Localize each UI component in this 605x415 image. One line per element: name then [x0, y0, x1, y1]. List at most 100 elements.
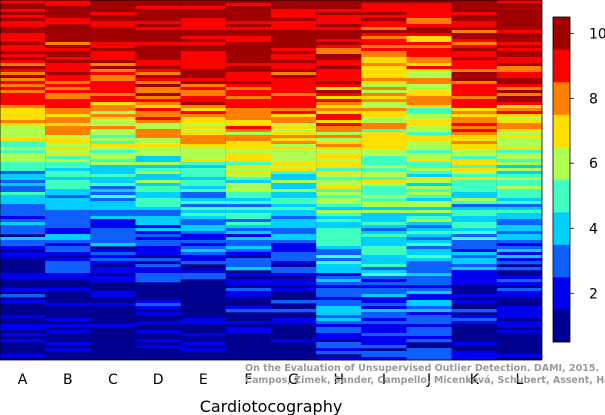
- heatmap-cell: [316, 210, 362, 214]
- heatmap-cell: [406, 186, 452, 190]
- heatmap-cell: [271, 141, 317, 145]
- heatmap-cell: [316, 300, 362, 304]
- heatmap-cell: [0, 192, 46, 196]
- heatmap-cell: [135, 69, 181, 73]
- heatmap-cell: [361, 96, 407, 100]
- heatmap-cell: [451, 249, 497, 253]
- heatmap-cell: [180, 171, 226, 175]
- heatmap-cell: [361, 33, 407, 37]
- heatmap-cell: [45, 210, 91, 214]
- heatmap-cell: [271, 117, 317, 121]
- colorbar-segment: [553, 244, 570, 278]
- heatmap-cell: [271, 252, 317, 256]
- heatmap-cell: [316, 264, 362, 268]
- heatmap-cell: [45, 18, 91, 22]
- heatmap-cell: [316, 159, 362, 163]
- heatmap-cell: [361, 0, 407, 4]
- heatmap-cell: [0, 54, 46, 58]
- heatmap-cell: [271, 153, 317, 157]
- heatmap-cell: [180, 126, 226, 130]
- heatmap-cell: [271, 42, 317, 46]
- heatmap-cell: [316, 51, 362, 55]
- heatmap-cell: [406, 174, 452, 178]
- heatmap-cell: [406, 27, 452, 31]
- heatmap-cell: [496, 210, 542, 214]
- heatmap-cell: [0, 33, 46, 37]
- heatmap-cell: [316, 357, 362, 361]
- heatmap-cell: [90, 177, 136, 181]
- heatmap-cell: [316, 231, 362, 235]
- heatmap-cell: [316, 174, 362, 178]
- heatmap-cell: [0, 219, 46, 223]
- heatmap-cell: [451, 192, 497, 196]
- heatmap-cell: [496, 246, 542, 250]
- heatmap-cell: [225, 216, 271, 220]
- heatmap-cell: [496, 174, 542, 178]
- heatmap-cell: [180, 180, 226, 184]
- heatmap-cell: [0, 27, 46, 31]
- heatmap-cell: [316, 123, 362, 127]
- heatmap-cell: [316, 234, 362, 238]
- heatmap-cell: [271, 171, 317, 175]
- heatmap-cell: [406, 246, 452, 250]
- heatmap-cell: [406, 156, 452, 160]
- heatmap-cell: [0, 222, 46, 226]
- heatmap-cell: [361, 102, 407, 106]
- heatmap-cell: [496, 42, 542, 46]
- heatmap-cell: [316, 27, 362, 31]
- heatmap-cell: [180, 222, 226, 226]
- heatmap-cell: [361, 81, 407, 85]
- x-axis-ticks: A B C D E F G H I J K L: [18, 372, 524, 388]
- heatmap-cell: [271, 24, 317, 28]
- heatmap-cell: [225, 207, 271, 211]
- heatmap-cell: [361, 234, 407, 238]
- heatmap-cell: [361, 156, 407, 160]
- heatmap-cell: [406, 147, 452, 151]
- colorbar-segment: [553, 49, 570, 83]
- heatmap-cell: [316, 207, 362, 211]
- heatmap-cell: [316, 129, 362, 133]
- heatmap-cell: [90, 129, 136, 133]
- heatmap-cell: [135, 117, 181, 121]
- heatmap-cell: [316, 279, 362, 283]
- x-tick-label: D: [153, 372, 164, 388]
- heatmap-cell: [451, 228, 497, 232]
- heatmap-cell: [0, 42, 46, 46]
- heatmap-cell: [316, 102, 362, 106]
- heatmap-cell: [361, 300, 407, 304]
- heatmap-cell: [496, 315, 542, 319]
- heatmap-cell: [0, 240, 46, 244]
- heatmap-cell: [135, 213, 181, 217]
- heatmap-cell: [496, 72, 542, 76]
- heatmap-cell: [316, 141, 362, 145]
- heatmap-cell: [0, 6, 46, 10]
- heatmap-cell: [496, 123, 542, 127]
- heatmap-cell: [135, 243, 181, 247]
- heatmap-cell: [271, 48, 317, 52]
- heatmap-cell: [316, 330, 362, 334]
- heatmap-cell: [271, 9, 317, 13]
- heatmap-cell: [90, 276, 136, 280]
- heatmap-cell: [90, 93, 136, 97]
- heatmap-cell: [90, 126, 136, 130]
- heatmap-cell: [225, 27, 271, 31]
- heatmap-cell: [496, 186, 542, 190]
- heatmap-cell: [180, 90, 226, 94]
- heatmap-cell: [361, 18, 407, 22]
- heatmap-cell: [406, 330, 452, 334]
- heatmap-cell: [271, 222, 317, 226]
- heatmap-cell: [135, 171, 181, 175]
- heatmap-cell: [361, 177, 407, 181]
- heatmap-cell: [90, 99, 136, 103]
- heatmap-cell: [361, 192, 407, 196]
- heatmap-cell: [451, 225, 497, 229]
- heatmap-cell: [451, 87, 497, 91]
- heatmap-cell: [0, 333, 46, 337]
- heatmap-cell: [225, 90, 271, 94]
- heatmap-cell: [45, 204, 91, 208]
- heatmap-cell: [135, 222, 181, 226]
- heatmap-cell: [451, 222, 497, 226]
- heatmap-cell: [45, 330, 91, 334]
- heatmap-cell: [361, 147, 407, 151]
